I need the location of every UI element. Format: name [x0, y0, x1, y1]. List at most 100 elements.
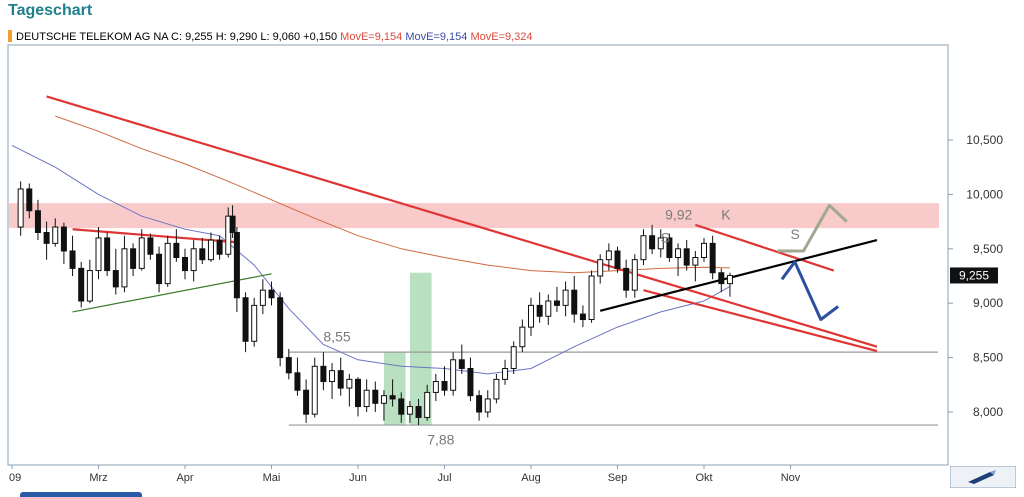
bottom-tab-indicator[interactable]: [20, 492, 142, 497]
candle-51: [441, 366, 448, 396]
candle-body: [502, 367, 509, 380]
candle-75: [649, 224, 656, 255]
candle-28: [242, 292, 249, 353]
candle-body: [95, 237, 102, 272]
candle-27: [233, 227, 240, 312]
candle-body: [337, 370, 344, 389]
moving-average-label-3: MovE=9,324: [470, 31, 533, 43]
candle-body: [173, 242, 180, 259]
y-tick-label: 9,000: [973, 296, 1003, 310]
candle-78: [675, 243, 682, 276]
candle-body: [43, 231, 50, 244]
support-line-layer: [288, 351, 938, 426]
y-tick-label: 10,500: [966, 133, 1003, 147]
candle-29: [251, 297, 258, 347]
candle-body: [320, 365, 327, 383]
candle-17: [156, 246, 163, 293]
annotation-label-4: S: [791, 226, 800, 242]
candle-47: [406, 401, 413, 423]
candle-body: [69, 250, 76, 269]
moving-average-layer: [11, 115, 731, 375]
candle-57: [493, 373, 500, 404]
y-tick-label: 8,000: [973, 405, 1003, 419]
candle-83: [718, 268, 725, 293]
instrument-quote: DEUTSCHE TELEKOM AG NA C: 9,255 H: 9,290…: [16, 31, 338, 43]
candle-74: [640, 229, 647, 266]
candle-69: [597, 254, 604, 284]
candle-body: [26, 188, 33, 212]
candle-body: [294, 372, 301, 391]
series-color-marker: [8, 30, 12, 42]
candle-11: [104, 232, 111, 276]
candle-48: [415, 398, 422, 426]
trendline-green-5: [72, 273, 272, 313]
candle-body: [657, 237, 664, 250]
candle-42: [363, 379, 370, 412]
candle-62: [536, 292, 543, 323]
candle-body: [268, 289, 275, 299]
candle-body: [666, 237, 673, 259]
x-tick-label: Nov: [781, 472, 801, 484]
candle-82: [709, 235, 716, 280]
candle-body: [182, 257, 188, 272]
candle-body: [372, 389, 379, 404]
candle-body: [476, 395, 483, 413]
candle-76: [657, 229, 664, 258]
moving-average-label-2: MovE=9,154: [405, 31, 468, 43]
candle-13: [121, 235, 128, 293]
candle-body: [683, 248, 690, 266]
annotation-label-1: 9,92: [665, 206, 692, 222]
candle-44: [380, 390, 387, 421]
candle-25: [225, 207, 232, 258]
candle-body: [52, 226, 59, 244]
resistance-zone-layer: [9, 203, 939, 229]
trendline-red-1: [46, 95, 878, 348]
candle-body: [562, 289, 569, 306]
candle-body: [605, 250, 612, 261]
last-price-tag: 9,255: [950, 267, 998, 284]
x-tick-label: Jul: [437, 472, 451, 484]
candle-72: [623, 259, 630, 298]
candle-66: [571, 276, 578, 323]
candle-body: [34, 210, 41, 233]
candle-8: [78, 261, 85, 308]
candle-body: [640, 235, 647, 261]
pen-tool-icon: [949, 465, 1017, 489]
draw-tool-button[interactable]: [949, 465, 1017, 489]
candle-layer: [17, 181, 733, 426]
candle-38: [329, 363, 336, 399]
candle-body: [545, 300, 552, 317]
candle-body: [207, 239, 214, 261]
candle-body: [311, 365, 318, 415]
candle-body: [588, 275, 595, 321]
candle-body: [130, 248, 137, 269]
candle-body: [415, 406, 422, 418]
candle-body: [156, 253, 163, 285]
trendline-red-4: [643, 289, 878, 353]
candle-body: [528, 304, 534, 328]
candle-body: [675, 248, 682, 259]
candle-60: [519, 319, 526, 353]
candle-70: [605, 243, 612, 271]
candle-6: [60, 222, 67, 265]
candle-body: [631, 259, 638, 291]
x-axis: 09 Mrz Apr Mai Jun Jul Aug Sep Okt Nov: [9, 465, 801, 484]
x-tick-label: Jun: [349, 472, 367, 484]
candle-body: [536, 304, 543, 317]
candle-34: [294, 357, 301, 396]
candle-body: [579, 313, 586, 321]
candle-body: [458, 359, 465, 369]
candle-20: [182, 248, 188, 280]
candle-7: [69, 235, 76, 276]
moving-average-fast: [11, 144, 731, 375]
candle-body: [597, 259, 604, 277]
candle-45: [389, 379, 396, 407]
candle-2: [26, 183, 33, 219]
candle-40: [346, 373, 353, 407]
candle-56: [484, 390, 491, 418]
candle-80: [692, 250, 699, 282]
candle-73: [631, 254, 638, 298]
candle-3: [34, 199, 41, 241]
candle-body: [432, 381, 439, 393]
volume-bar-2: [409, 272, 432, 426]
